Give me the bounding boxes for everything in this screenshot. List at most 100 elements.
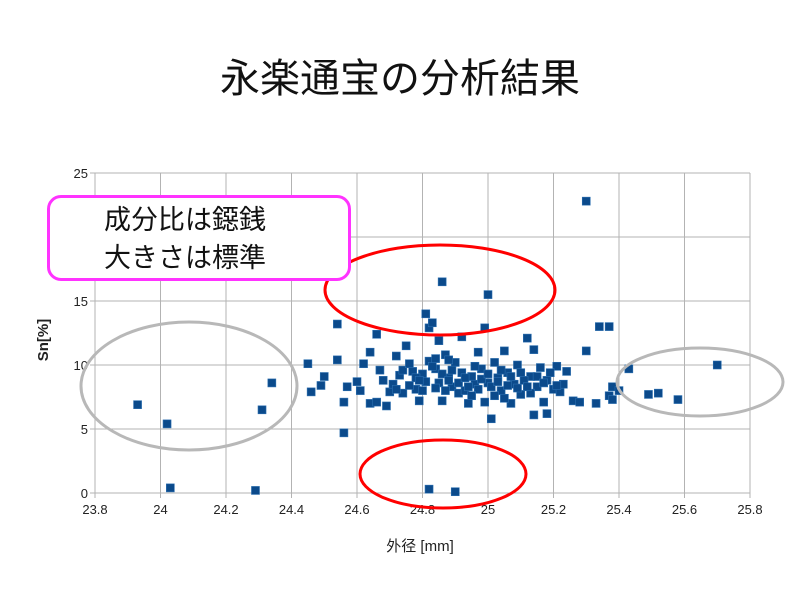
data-point <box>470 361 480 371</box>
data-point <box>431 383 440 393</box>
data-point <box>486 414 496 424</box>
data-point <box>401 341 411 351</box>
data-point <box>542 409 552 418</box>
data-point <box>339 428 349 438</box>
data-point <box>483 369 493 379</box>
data-point <box>522 333 532 343</box>
data-point <box>673 395 683 404</box>
x-tick-label: 23.8 <box>82 502 107 517</box>
data-point <box>608 395 617 404</box>
data-point <box>437 369 447 379</box>
data-point <box>414 376 424 385</box>
data-point <box>513 360 522 370</box>
data-point <box>437 396 447 406</box>
highlight-ellipse-low-sn <box>358 438 528 510</box>
data-point <box>490 358 499 367</box>
data-point <box>483 290 493 299</box>
data-point <box>473 347 483 357</box>
data-point <box>581 346 591 356</box>
data-point <box>398 365 408 375</box>
data-point <box>162 419 172 429</box>
y-tick-label: 5 <box>81 422 88 437</box>
y-axis-label: Sn[%] <box>35 319 52 362</box>
x-tick-label: 24.2 <box>213 502 238 517</box>
data-point <box>437 277 447 287</box>
data-point <box>441 386 450 395</box>
data-point <box>464 382 473 392</box>
y-tick-label: 15 <box>74 294 88 309</box>
data-point <box>166 483 175 493</box>
data-point <box>513 383 522 393</box>
data-point <box>467 391 476 401</box>
data-point <box>375 365 385 375</box>
data-point <box>595 322 604 331</box>
data-point <box>372 397 381 407</box>
data-point <box>539 378 548 388</box>
x-tick-label: 24 <box>153 502 167 517</box>
data-point <box>591 399 601 408</box>
data-point <box>391 351 401 361</box>
data-point <box>444 376 454 385</box>
data-point <box>506 372 516 381</box>
annotation-callout: 成分比は鐚銭 大きさは標準 <box>47 195 351 281</box>
highlight-ellipse-large-diameter <box>615 346 785 418</box>
data-point <box>490 391 499 401</box>
data-point <box>575 397 585 407</box>
data-points <box>133 196 722 497</box>
data-point <box>431 354 440 363</box>
x-tick-label: 24.4 <box>279 502 304 517</box>
data-point <box>552 361 562 371</box>
data-point <box>529 345 539 354</box>
data-point <box>480 397 490 407</box>
data-point <box>712 360 722 370</box>
data-point <box>552 381 562 390</box>
data-point <box>464 399 473 408</box>
data-point <box>444 355 454 365</box>
data-point <box>522 382 532 392</box>
data-point <box>251 486 260 495</box>
data-point <box>454 378 463 388</box>
data-point <box>653 388 663 398</box>
x-tick-label: 25.8 <box>737 502 762 517</box>
data-point <box>372 329 381 339</box>
data-point <box>539 397 548 407</box>
data-point <box>303 359 313 369</box>
y-tick-label: 25 <box>74 166 88 181</box>
data-point <box>486 382 496 392</box>
data-point <box>447 365 457 375</box>
data-point <box>382 401 391 411</box>
data-point <box>378 376 388 385</box>
data-point <box>496 365 506 375</box>
x-tick-label: 25 <box>481 502 495 517</box>
data-point <box>306 387 316 397</box>
highlight-ellipse-small-diameter <box>79 320 299 452</box>
data-point <box>450 487 460 497</box>
data-point <box>506 399 516 408</box>
data-point <box>516 368 526 377</box>
y-tick-label: 0 <box>81 486 88 501</box>
x-axis-label: 外径 [mm] <box>386 538 454 555</box>
data-point <box>604 322 614 331</box>
slide-title: 永楽通宝の分析結果 <box>220 56 580 102</box>
data-point <box>333 319 342 329</box>
data-point <box>391 385 401 394</box>
data-point <box>424 484 434 494</box>
data-point <box>359 359 368 369</box>
data-point <box>545 368 555 377</box>
data-point <box>365 347 375 357</box>
data-point <box>342 382 352 392</box>
x-tick-label: 25.6 <box>672 502 697 517</box>
data-point <box>473 385 483 394</box>
data-point <box>581 196 591 206</box>
data-point <box>257 405 267 415</box>
annotation-line: 成分比は鐚銭 <box>104 205 266 236</box>
data-point <box>133 400 142 409</box>
data-point <box>532 372 542 381</box>
data-point <box>405 359 414 369</box>
data-point <box>428 318 437 328</box>
x-tick-label: 25.2 <box>541 502 566 517</box>
x-tick-label: 24.8 <box>410 502 435 517</box>
data-point <box>460 373 470 383</box>
data-point <box>500 346 509 356</box>
